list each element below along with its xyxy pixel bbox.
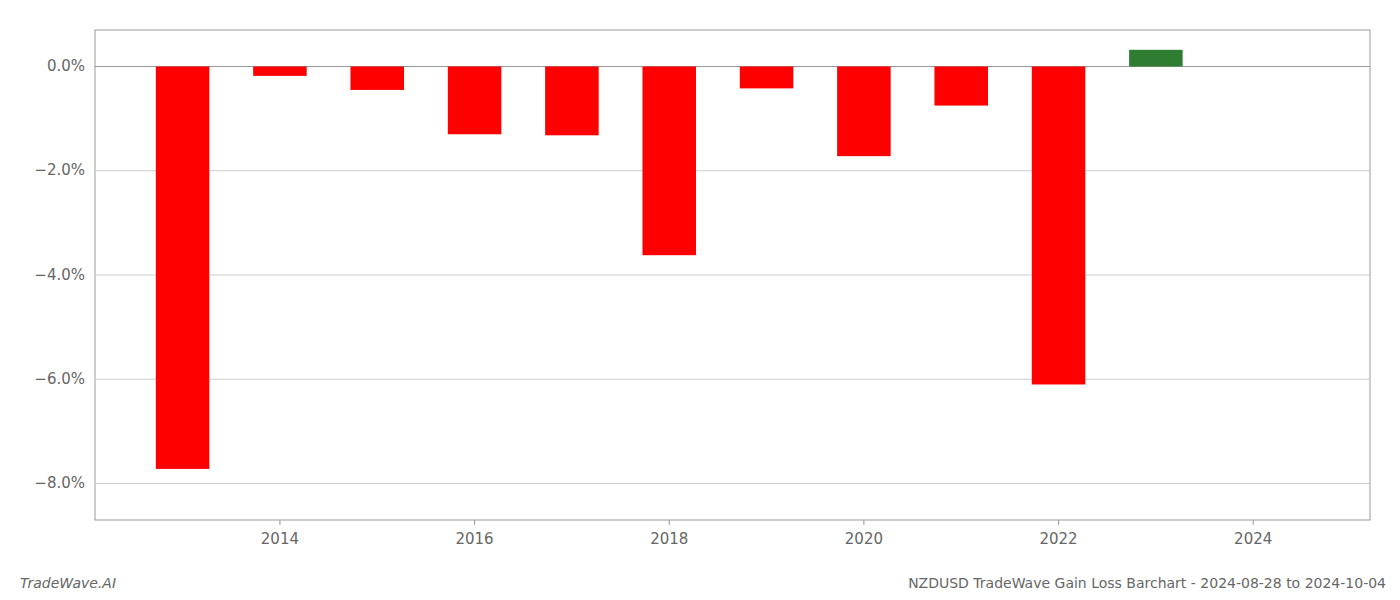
bars bbox=[156, 50, 1183, 469]
bar bbox=[156, 66, 210, 468]
x-tick bbox=[669, 520, 670, 525]
bar bbox=[1032, 66, 1086, 384]
y-tick-label: −6.0% bbox=[34, 370, 85, 388]
grid-line bbox=[95, 170, 1370, 171]
chart: 0.0% −2.0% −4.0% −6.0% −8.0% 2014 2016 2018 2020… bbox=[0, 0, 1400, 600]
x-tick-label: 2022 bbox=[1039, 530, 1077, 548]
y-tick-label: −2.0% bbox=[34, 161, 85, 179]
y-tick-label: −4.0% bbox=[34, 266, 85, 284]
x-tick-label: 2016 bbox=[455, 530, 493, 548]
bar bbox=[934, 66, 988, 105]
x-tick-label: 2018 bbox=[650, 530, 688, 548]
x-tick-label: 2024 bbox=[1234, 530, 1272, 548]
x-tick bbox=[1058, 520, 1059, 525]
y-tick-label: −8.0% bbox=[34, 474, 85, 492]
x-tick bbox=[474, 520, 475, 525]
grid-line bbox=[95, 379, 1370, 380]
footnote-left: TradeWave.AI bbox=[20, 575, 116, 591]
grid-line bbox=[95, 275, 1370, 276]
bar bbox=[642, 66, 696, 255]
bar bbox=[350, 66, 404, 89]
bar bbox=[1129, 50, 1183, 67]
footnote-right: NZDUSD TradeWave Gain Loss Barchart - 20… bbox=[908, 575, 1386, 591]
y-tick-label: 0.0% bbox=[47, 57, 85, 75]
bar bbox=[837, 66, 891, 156]
bar bbox=[740, 66, 794, 88]
bar bbox=[448, 66, 502, 134]
grid-line bbox=[95, 483, 1370, 484]
x-tick-label: 2020 bbox=[845, 530, 883, 548]
x-tick bbox=[1253, 520, 1254, 525]
x-tick bbox=[279, 520, 280, 525]
x-tick bbox=[863, 520, 864, 525]
x-tick-label: 2014 bbox=[261, 530, 299, 548]
bar bbox=[545, 66, 599, 135]
y-grid bbox=[95, 66, 1370, 483]
bar bbox=[253, 66, 307, 75]
plot-frame bbox=[95, 30, 1370, 520]
